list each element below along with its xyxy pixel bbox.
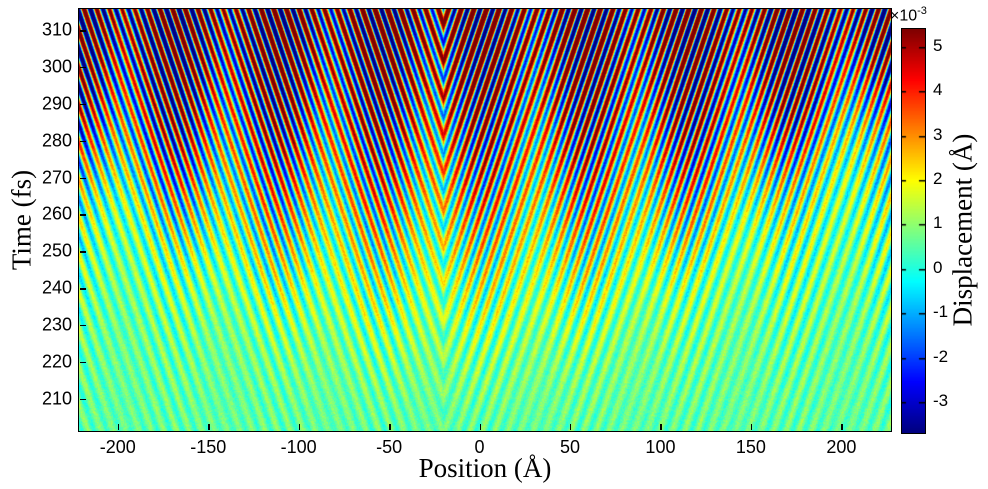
colorbar-tick-label: 2 (933, 168, 943, 188)
x-tick-mark (298, 424, 301, 430)
colorbar-tick-label: -1 (933, 302, 949, 322)
y-tick-label: 260 (41, 203, 72, 224)
heatmap-canvas (78, 8, 892, 432)
x-tick-mark (208, 424, 210, 430)
y-tick-label: 310 (41, 19, 72, 40)
y-tick-label: 290 (41, 93, 72, 114)
y-tick-mark (80, 251, 86, 253)
y-tick-mark (80, 214, 86, 216)
y-tick-label: 300 (41, 56, 72, 77)
y-tick-mark (80, 103, 86, 106)
colorbar (901, 28, 926, 434)
x-tick-mark (479, 424, 481, 430)
y-tick-label: 280 (41, 130, 72, 151)
x-tick-label: -150 (190, 437, 227, 457)
x-tick-label: 0 (474, 437, 485, 457)
y-tick-label: 270 (41, 167, 72, 188)
x-tick-label: -100 (280, 437, 317, 457)
y-tick-mark (80, 30, 86, 32)
colorbar-tick-label: 1 (933, 213, 943, 233)
colorbar-tick-label: -2 (933, 346, 949, 366)
y-tick-label: 230 (41, 314, 72, 335)
y-tick-label: 240 (41, 277, 72, 298)
y-tick-mark (80, 398, 86, 401)
x-tick-mark (750, 424, 753, 430)
y-tick-mark (80, 177, 86, 179)
x-tick-label: -50 (376, 437, 403, 457)
y-tick-label: 250 (41, 240, 72, 261)
colorbar-tick-label: -3 (933, 390, 949, 410)
exponent-base: ×10 (890, 7, 918, 25)
x-tick-mark (389, 424, 391, 430)
y-tick-mark (80, 288, 86, 290)
colorbar-tick-label: 4 (933, 80, 943, 100)
y-tick-label: 220 (41, 351, 72, 372)
x-tick-mark (841, 424, 843, 430)
x-tick-label: 200 (826, 437, 857, 457)
y-tick-mark (80, 66, 86, 69)
x-tick-mark (660, 424, 662, 430)
colorbar-exponent: ×10-3 (890, 5, 927, 25)
x-tick-label: 100 (645, 437, 676, 457)
y-tick-mark (80, 140, 86, 143)
x-tick-mark (570, 424, 572, 430)
colorbar-tick-label: 0 (933, 257, 943, 277)
x-tick-mark (117, 424, 120, 430)
exponent-power: -3 (917, 5, 927, 17)
y-tick-mark (80, 361, 86, 364)
colorbar-tick-label: 3 (933, 124, 943, 144)
y-tick-mark (80, 325, 86, 327)
x-axis-label: Position (Å) (418, 453, 552, 483)
colorbar-label: Displacement (Å) (947, 133, 978, 327)
y-tick-label: 210 (41, 388, 72, 409)
x-tick-label: -200 (99, 437, 136, 457)
x-tick-label: 150 (735, 437, 766, 457)
x-tick-label: 50 (560, 437, 581, 457)
colorbar-tick-label: 5 (933, 35, 943, 55)
